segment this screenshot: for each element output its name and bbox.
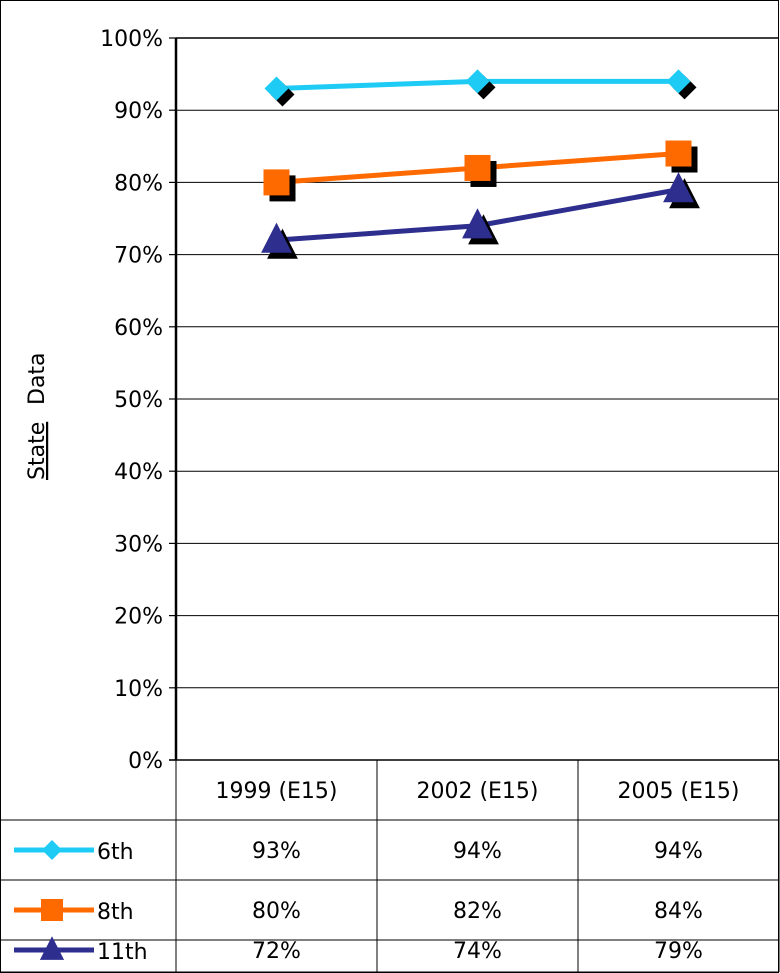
series-11th (261, 172, 700, 259)
legend-label: 11th (97, 940, 148, 965)
table-cell-value: 94% (453, 839, 502, 864)
legend-6th: 6th (14, 840, 134, 865)
data-point (465, 69, 490, 94)
legend-label: 6th (97, 840, 134, 865)
data-point (464, 154, 491, 181)
data-point (462, 208, 493, 239)
y-tick-label: 20% (114, 605, 163, 630)
x-category-label: 2005 (E15) (617, 779, 739, 804)
legend-11th: 11th (14, 936, 148, 965)
series-6th (264, 69, 697, 107)
x-category-label: 1999 (E15) (215, 779, 337, 804)
y-tick-label: 80% (114, 171, 163, 196)
y-tick-label: 10% (114, 677, 163, 702)
table-cell-value: 72% (252, 939, 301, 964)
y-tick-label: 90% (114, 99, 163, 124)
legend-marker (42, 840, 62, 860)
data-point (663, 172, 694, 203)
legend-marker (39, 936, 65, 960)
y-tick-label: 40% (114, 460, 163, 485)
y-tick-label: 60% (114, 316, 163, 341)
data-point (666, 69, 691, 94)
y-tick-label: 100% (100, 27, 163, 52)
table-cell-value: 84% (654, 899, 703, 924)
y-tick-label: 0% (128, 749, 163, 774)
y-tick-label: 30% (114, 532, 163, 557)
table-cell-value: 80% (252, 899, 301, 924)
data-point (261, 222, 292, 253)
y-tick-label: 50% (114, 388, 163, 413)
data-point (263, 169, 290, 196)
data-point (264, 76, 289, 101)
legend-marker (41, 899, 63, 921)
table-cell-value: 74% (453, 939, 502, 964)
table-cell-value: 94% (654, 839, 703, 864)
y-tick-label: 70% (114, 244, 163, 269)
x-category-label: 2002 (E15) (416, 779, 538, 804)
table-cell-value: 82% (453, 899, 502, 924)
data-point (665, 140, 692, 167)
legend-label: 8th (97, 900, 134, 925)
legend-8th: 8th (14, 899, 134, 925)
table-cell-value: 79% (654, 939, 703, 964)
y-axis-label-state: State (25, 422, 50, 480)
y-axis-label-data: Data (25, 352, 50, 405)
table-cell-value: 93% (252, 839, 301, 864)
series-8th (263, 140, 698, 202)
